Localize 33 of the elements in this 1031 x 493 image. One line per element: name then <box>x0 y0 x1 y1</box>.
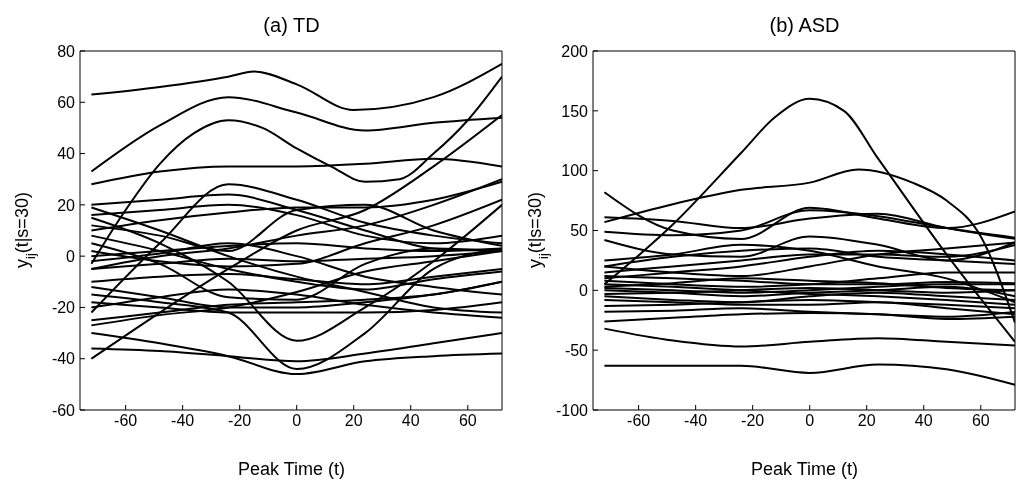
y-tick-label: 0 <box>66 247 76 265</box>
y-tick-label: 200 <box>561 42 589 60</box>
x-tick-label: -40 <box>684 412 708 430</box>
y-tick-label: -20 <box>51 299 76 317</box>
x-tick-label: 0 <box>805 412 815 430</box>
x-tick-label: 20 <box>344 412 363 430</box>
x-tick-label: 40 <box>914 412 933 430</box>
y-tick-label: 0 <box>579 282 589 300</box>
y-tick-label: -50 <box>564 341 589 359</box>
y-tick-label: -40 <box>51 350 76 368</box>
x-axis-title: Peak Time (t) <box>237 459 346 479</box>
x-tick-label: 60 <box>971 412 990 430</box>
x-tick-label: 0 <box>292 412 302 430</box>
y-tick-label: 60 <box>57 93 76 111</box>
x-tick-label: 60 <box>458 412 477 430</box>
x-axis-title: Peak Time (t) <box>750 459 859 479</box>
y-tick-label: 100 <box>561 162 589 180</box>
y-tick-label: -60 <box>51 401 76 419</box>
y-tick-label: 20 <box>57 196 76 214</box>
chart-title: (a) TD <box>263 14 320 36</box>
x-tick-label: -60 <box>114 412 138 430</box>
x-tick-label: -20 <box>741 412 765 430</box>
y-tick-label: 40 <box>57 145 76 163</box>
y-tick-label: 80 <box>57 42 76 60</box>
x-tick-label: -20 <box>228 412 252 430</box>
x-tick-label: 40 <box>401 412 420 430</box>
y-tick-label: -100 <box>555 401 589 419</box>
x-tick-label: 20 <box>857 412 876 430</box>
chart-title: (b) ASD <box>769 14 840 36</box>
x-tick-label: -40 <box>171 412 195 430</box>
y-tick-label: 50 <box>570 222 589 240</box>
y-tick-label: 150 <box>561 102 589 120</box>
x-tick-label: -60 <box>627 412 651 430</box>
